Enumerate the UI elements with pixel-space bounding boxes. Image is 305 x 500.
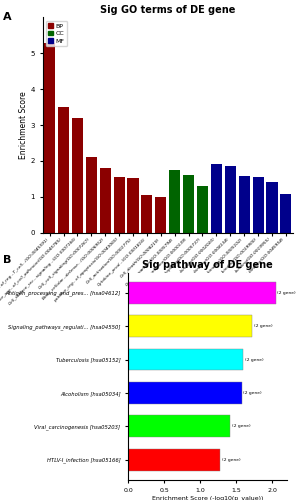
Bar: [127, 178, 138, 233]
Bar: [169, 170, 180, 232]
Text: A: A: [3, 12, 12, 22]
Bar: [266, 182, 278, 232]
Bar: [72, 118, 83, 232]
Bar: [128, 416, 231, 437]
Bar: [128, 282, 276, 304]
Text: (2 gene): (2 gene): [243, 391, 262, 395]
Bar: [58, 107, 69, 232]
Bar: [128, 449, 221, 470]
Bar: [155, 196, 166, 232]
Bar: [239, 176, 250, 233]
Text: B: B: [3, 255, 11, 265]
Bar: [128, 316, 252, 337]
X-axis label: Enrichment Score (-log10(p_value)): Enrichment Score (-log10(p_value)): [152, 496, 263, 500]
Bar: [128, 382, 242, 404]
Bar: [280, 194, 291, 232]
Bar: [183, 175, 194, 233]
Bar: [197, 186, 208, 232]
Y-axis label: Enrichment Score: Enrichment Score: [19, 91, 28, 159]
Bar: [253, 177, 264, 233]
Text: (2 gene): (2 gene): [232, 424, 250, 428]
Text: (2 gene): (2 gene): [245, 358, 264, 362]
Text: (2 gene): (2 gene): [253, 324, 272, 328]
Bar: [100, 168, 111, 232]
Bar: [211, 164, 222, 232]
Legend: BP, CC, MF: BP, CC, MF: [46, 20, 67, 46]
Bar: [113, 177, 125, 233]
Bar: [141, 195, 152, 232]
Title: Sig GO terms of DE gene: Sig GO terms of DE gene: [100, 6, 235, 16]
Bar: [86, 157, 97, 232]
Bar: [225, 166, 236, 232]
Title: Sig pathway of DE gene: Sig pathway of DE gene: [142, 260, 273, 270]
Text: (2 gene): (2 gene): [277, 291, 296, 295]
Bar: [44, 42, 55, 232]
Text: (2 gene): (2 gene): [222, 458, 240, 462]
Bar: [128, 348, 243, 370]
